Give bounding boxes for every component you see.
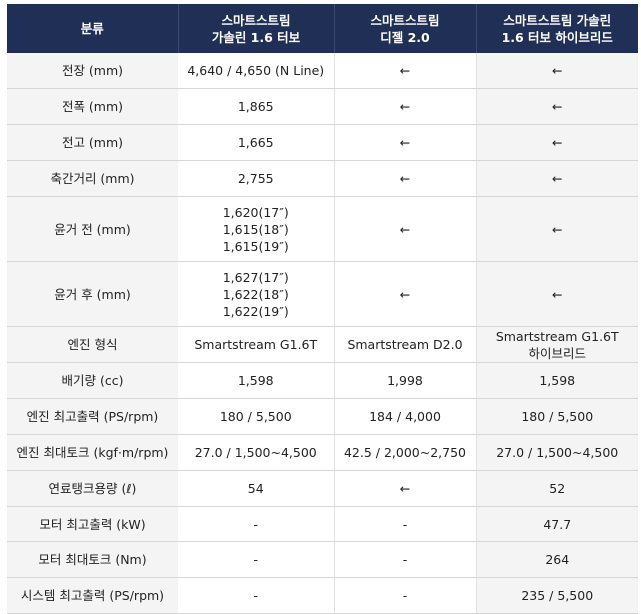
cell-value: 52 [476,470,638,507]
cell-value: 4,640 / 4,650 (N Line) [178,53,335,89]
cell-value: 1,598 [178,362,335,399]
row-label: 모터 최고출력 (kW) [7,506,178,542]
cell-value: 27.0 / 1,500~4,500 [476,434,638,471]
same-as-left-arrow: ← [334,261,477,327]
cell-value: - [334,577,477,614]
cell-value: - [178,506,335,542]
row-label: 전고 (mm) [7,124,178,161]
cell-value: 235 / 5,500 [476,577,638,614]
cell-value-line: 1,615(19″) [222,238,289,254]
header-text-line: 스마트스트림 [370,12,440,28]
same-as-left-arrow: ← [476,261,638,327]
cell-value: 54 [178,470,335,507]
table-row: 엔진 최대토크 (kgf·m/rpm) 27.0 / 1,500~4,500 42.… [7,434,638,471]
header-model-1: 스마트스트림 가솔린 1.6 터보 [178,4,335,53]
spec-table-header: 분류 스마트스트림 가솔린 1.6 터보 스마트스트림 디젤 2.0 스마트스트림 가솔린… [7,4,638,53]
table-row: 전장 (mm) 4,640 / 4,650 (N Line) ← ← [7,53,638,89]
cell-value: 27.0 / 1,500~4,500 [178,434,335,471]
cell-value: 1,598 [476,362,638,399]
row-label: 엔진 최대토크 (kgf·m/rpm) [7,434,178,471]
cell-value: 1,998 [334,362,477,399]
table-row: 전폭 (mm) 1,865 ← ← [7,88,638,125]
same-as-left-arrow: ← [334,53,477,89]
cell-value: 47.7 [476,506,638,542]
table-row: 연료탱크용량 (ℓ) 54 ← 52 [7,470,638,507]
cell-value: - [178,541,335,578]
cell-value: 1,620(17″) 1,615(18″) 1,615(19″) [178,196,335,262]
cell-value: 1,665 [178,124,335,161]
cell-value: 42.5 / 2,000~2,750 [334,434,477,471]
row-label: 전장 (mm) [7,53,178,89]
table-row: 전고 (mm) 1,665 ← ← [7,124,638,161]
same-as-left-arrow: ← [476,160,638,197]
header-text-line: 스마트스트림 [221,12,291,28]
cell-value: Smartstream G1.6T 하이브리드 [476,326,638,363]
table-row: 윤거 전 (mm) 1,620(17″) 1,615(18″) 1,615(19″) ←… [7,196,638,262]
cell-value-line: 하이브리드 [528,345,586,361]
cell-value: Smartstream D2.0 [334,326,477,363]
header-model-2: 스마트스트림 디젤 2.0 [334,4,477,53]
row-label: 윤거 후 (mm) [7,261,178,327]
same-as-left-arrow: ← [476,196,638,262]
row-label: 연료탱크용량 (ℓ) [7,470,178,507]
table-row: 모터 최대토크 (Nm) - -264 [7,541,638,578]
table-row: 시스템 최고출력 (PS/rpm) - -235 / 5,500 [7,577,638,614]
cell-value: 184 / 4,000 [334,398,477,435]
cell-value: 1,627(17″) 1,622(18″) 1,622(19″) [178,261,335,327]
cell-value: 180 / 5,500 [476,398,638,435]
same-as-left-arrow: ← [476,88,638,125]
row-label: 엔진 최고출력 (PS/rpm) [7,398,178,435]
spec-table: 분류 스마트스트림 가솔린 1.6 터보 스마트스트림 디젤 2.0 스마트스트림 가솔린… [7,4,638,614]
cell-value-line: 1,622(19″) [222,303,289,319]
table-row: 축간거리 (mm) 2,755 ← ← [7,160,638,197]
header-text-line: 디젤 2.0 [380,29,430,45]
table-row: 배기량 (cc) 1,598 1,998 1,598 [7,362,638,399]
cell-value-line: 1,615(18″) [222,221,289,237]
cell-value: 1,865 [178,88,335,125]
cell-value-line: 1,620(17″) [222,204,289,220]
same-as-left-arrow: ← [334,88,477,125]
table-row: 모터 최고출력 (kW) - -47.7 [7,506,638,542]
table-row: 엔진 형식 Smartstream G1.6T Smartstream D2.0 Sm… [7,326,638,363]
cell-value: Smartstream G1.6T [178,326,335,363]
same-as-left-arrow: ← [334,196,477,262]
same-as-left-arrow: ← [476,124,638,161]
row-label: 축간거리 (mm) [7,160,178,197]
header-category: 분류 [7,4,179,53]
row-label: 윤거 전 (mm) [7,196,178,262]
row-label: 배기량 (cc) [7,362,178,399]
same-as-left-arrow: ← [476,53,638,89]
row-label: 모터 최대토크 (Nm) [7,541,178,578]
cell-value-line: Smartstream G1.6T [495,328,619,344]
table-row: 엔진 최고출력 (PS/rpm) 180 / 5,500 184 / 4,000 18… [7,398,638,435]
cell-value-line: 1,627(17″) [222,269,289,285]
header-model-3: 스마트스트림 가솔린 1.6 터보 하이브리드 [476,4,638,53]
same-as-left-arrow: ← [334,470,477,507]
cell-value: - [334,506,477,542]
header-text-line: 스마트스트림 가솔린 [503,12,612,28]
spec-table-body: 전장 (mm) 4,640 / 4,650 (N Line) ← ← 전폭 (mm) 1,… [7,53,638,614]
cell-value: - [178,577,335,614]
cell-value: 180 / 5,500 [178,398,335,435]
cell-value: 2,755 [178,160,335,197]
header-row: 분류 스마트스트림 가솔린 1.6 터보 스마트스트림 디젤 2.0 스마트스트림 가솔린… [7,4,638,53]
cell-value: - [334,541,477,578]
header-text-line: 1.6 터보 하이브리드 [501,29,613,45]
table-row: 윤거 후 (mm) 1,627(17″) 1,622(18″) 1,622(19″) ←… [7,261,638,327]
row-label: 엔진 형식 [7,326,178,363]
row-label: 전폭 (mm) [7,88,178,125]
same-as-left-arrow: ← [334,124,477,161]
cell-value: 264 [476,541,638,578]
same-as-left-arrow: ← [334,160,477,197]
header-text-line: 가솔린 1.6 터보 [211,29,301,45]
row-label: 시스템 최고출력 (PS/rpm) [7,577,178,614]
cell-value-line: 1,622(18″) [222,286,289,302]
